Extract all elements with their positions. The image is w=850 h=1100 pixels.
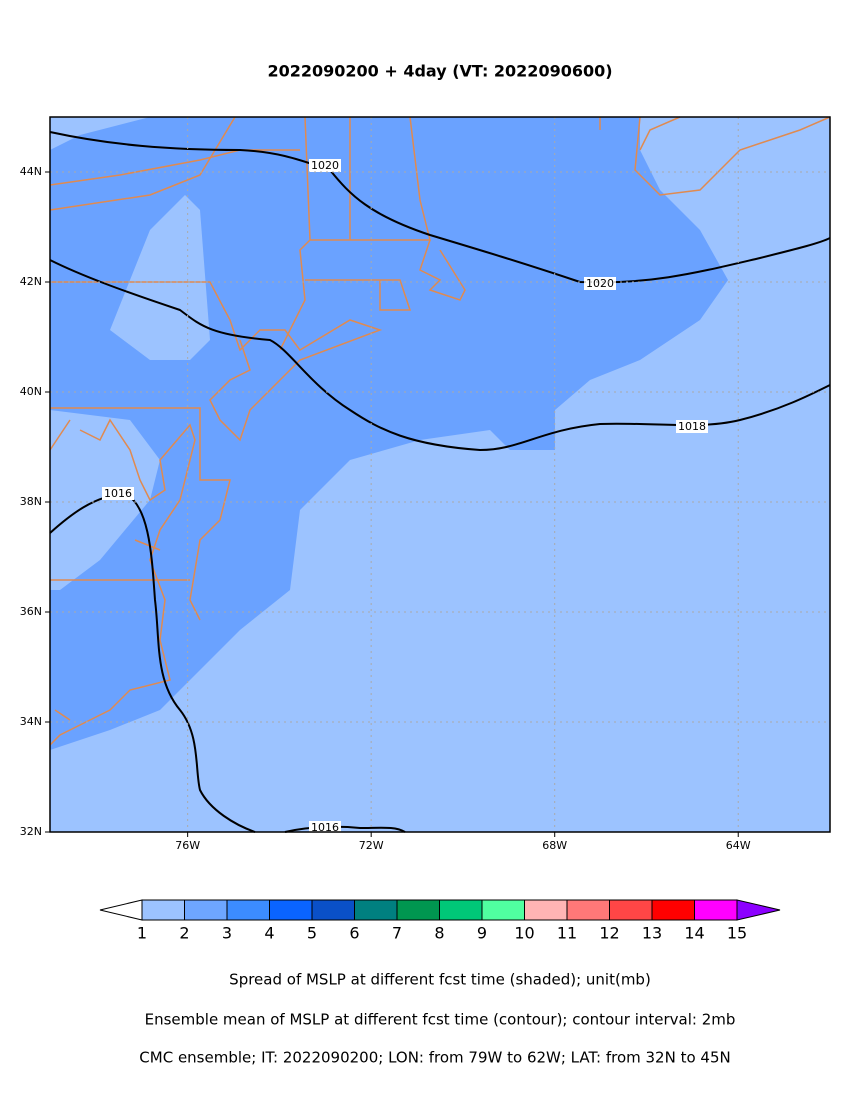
- colorbar-box: [694, 899, 738, 921]
- colorbar-label: 5: [307, 924, 317, 943]
- colorbar-label: 8: [434, 924, 444, 943]
- colorbar-box: [566, 899, 610, 921]
- contour-label: 1016: [311, 821, 339, 834]
- colorbar-over: [736, 899, 781, 921]
- colorbar-label: 12: [599, 924, 619, 943]
- x-tick-label: 64W: [726, 839, 751, 852]
- colorbar-label: 3: [222, 924, 232, 943]
- colorbar-box: [269, 899, 313, 921]
- colorbar-under: [99, 899, 143, 921]
- colorbar-box: [354, 899, 398, 921]
- x-tick-label: 68W: [542, 839, 567, 852]
- colorbar: 1 2 3 4 5 6 7 8 9 10 11 12 13 14 15: [99, 899, 781, 943]
- y-tick-label: 38N: [20, 495, 42, 508]
- y-tick-label: 44N: [20, 165, 42, 178]
- map-frame: [49, 116, 831, 833]
- y-tick-label: 42N: [20, 275, 42, 288]
- footer-line: Spread of MSLP at different fcst time (s…: [229, 971, 651, 989]
- colorbar-label: 4: [264, 924, 274, 943]
- colorbar-label: 10: [514, 924, 534, 943]
- colorbar-box: [439, 899, 483, 921]
- y-tick-label: 40N: [20, 385, 42, 398]
- colorbar-box: [396, 899, 440, 921]
- contours: [49, 131, 831, 833]
- colorbar-box: [481, 899, 525, 921]
- contour-label: 1018: [678, 420, 706, 433]
- colorbar-label: 7: [392, 924, 402, 943]
- colorbar-box: [184, 899, 228, 921]
- colorbar-label: 2: [179, 924, 189, 943]
- contour-label: 1020: [586, 277, 614, 290]
- colorbar-label: 13: [642, 924, 662, 943]
- colorbar-box: [609, 899, 653, 921]
- x-tick-label: 72W: [359, 839, 384, 852]
- colorbar-label: 11: [557, 924, 577, 943]
- colorbar-box: [651, 899, 695, 921]
- colorbar-box: [524, 899, 568, 921]
- y-tick-label: 36N: [20, 605, 42, 618]
- x-tick-label: 76W: [175, 839, 200, 852]
- footer-line: Ensemble mean of MSLP at different fcst …: [145, 1011, 736, 1029]
- contour-label: 1016: [104, 487, 132, 500]
- colorbar-box: [226, 899, 270, 921]
- colorbar-label: 1: [137, 924, 147, 943]
- colorbar-box: [141, 899, 185, 921]
- colorbar-label: 9: [477, 924, 487, 943]
- title: 2022090200 + 4day (VT: 2022090600): [267, 62, 612, 81]
- map: 1020 1020 1018 1016 1016: [49, 116, 831, 834]
- coastlines: [49, 116, 831, 746]
- colorbar-label: 6: [349, 924, 359, 943]
- colorbar-label: 14: [684, 924, 704, 943]
- shaded-region: [110, 195, 210, 360]
- contour-labels: 1020 1020 1018 1016 1016: [102, 159, 708, 834]
- y-tick-label: 34N: [20, 715, 42, 728]
- y-tick-label: 32N: [20, 825, 42, 838]
- footer-line: CMC ensemble; IT: 2022090200; LON: from …: [139, 1049, 730, 1067]
- colorbar-box: [311, 899, 355, 921]
- contour-label: 1020: [311, 159, 339, 172]
- colorbar-label: 15: [727, 924, 747, 943]
